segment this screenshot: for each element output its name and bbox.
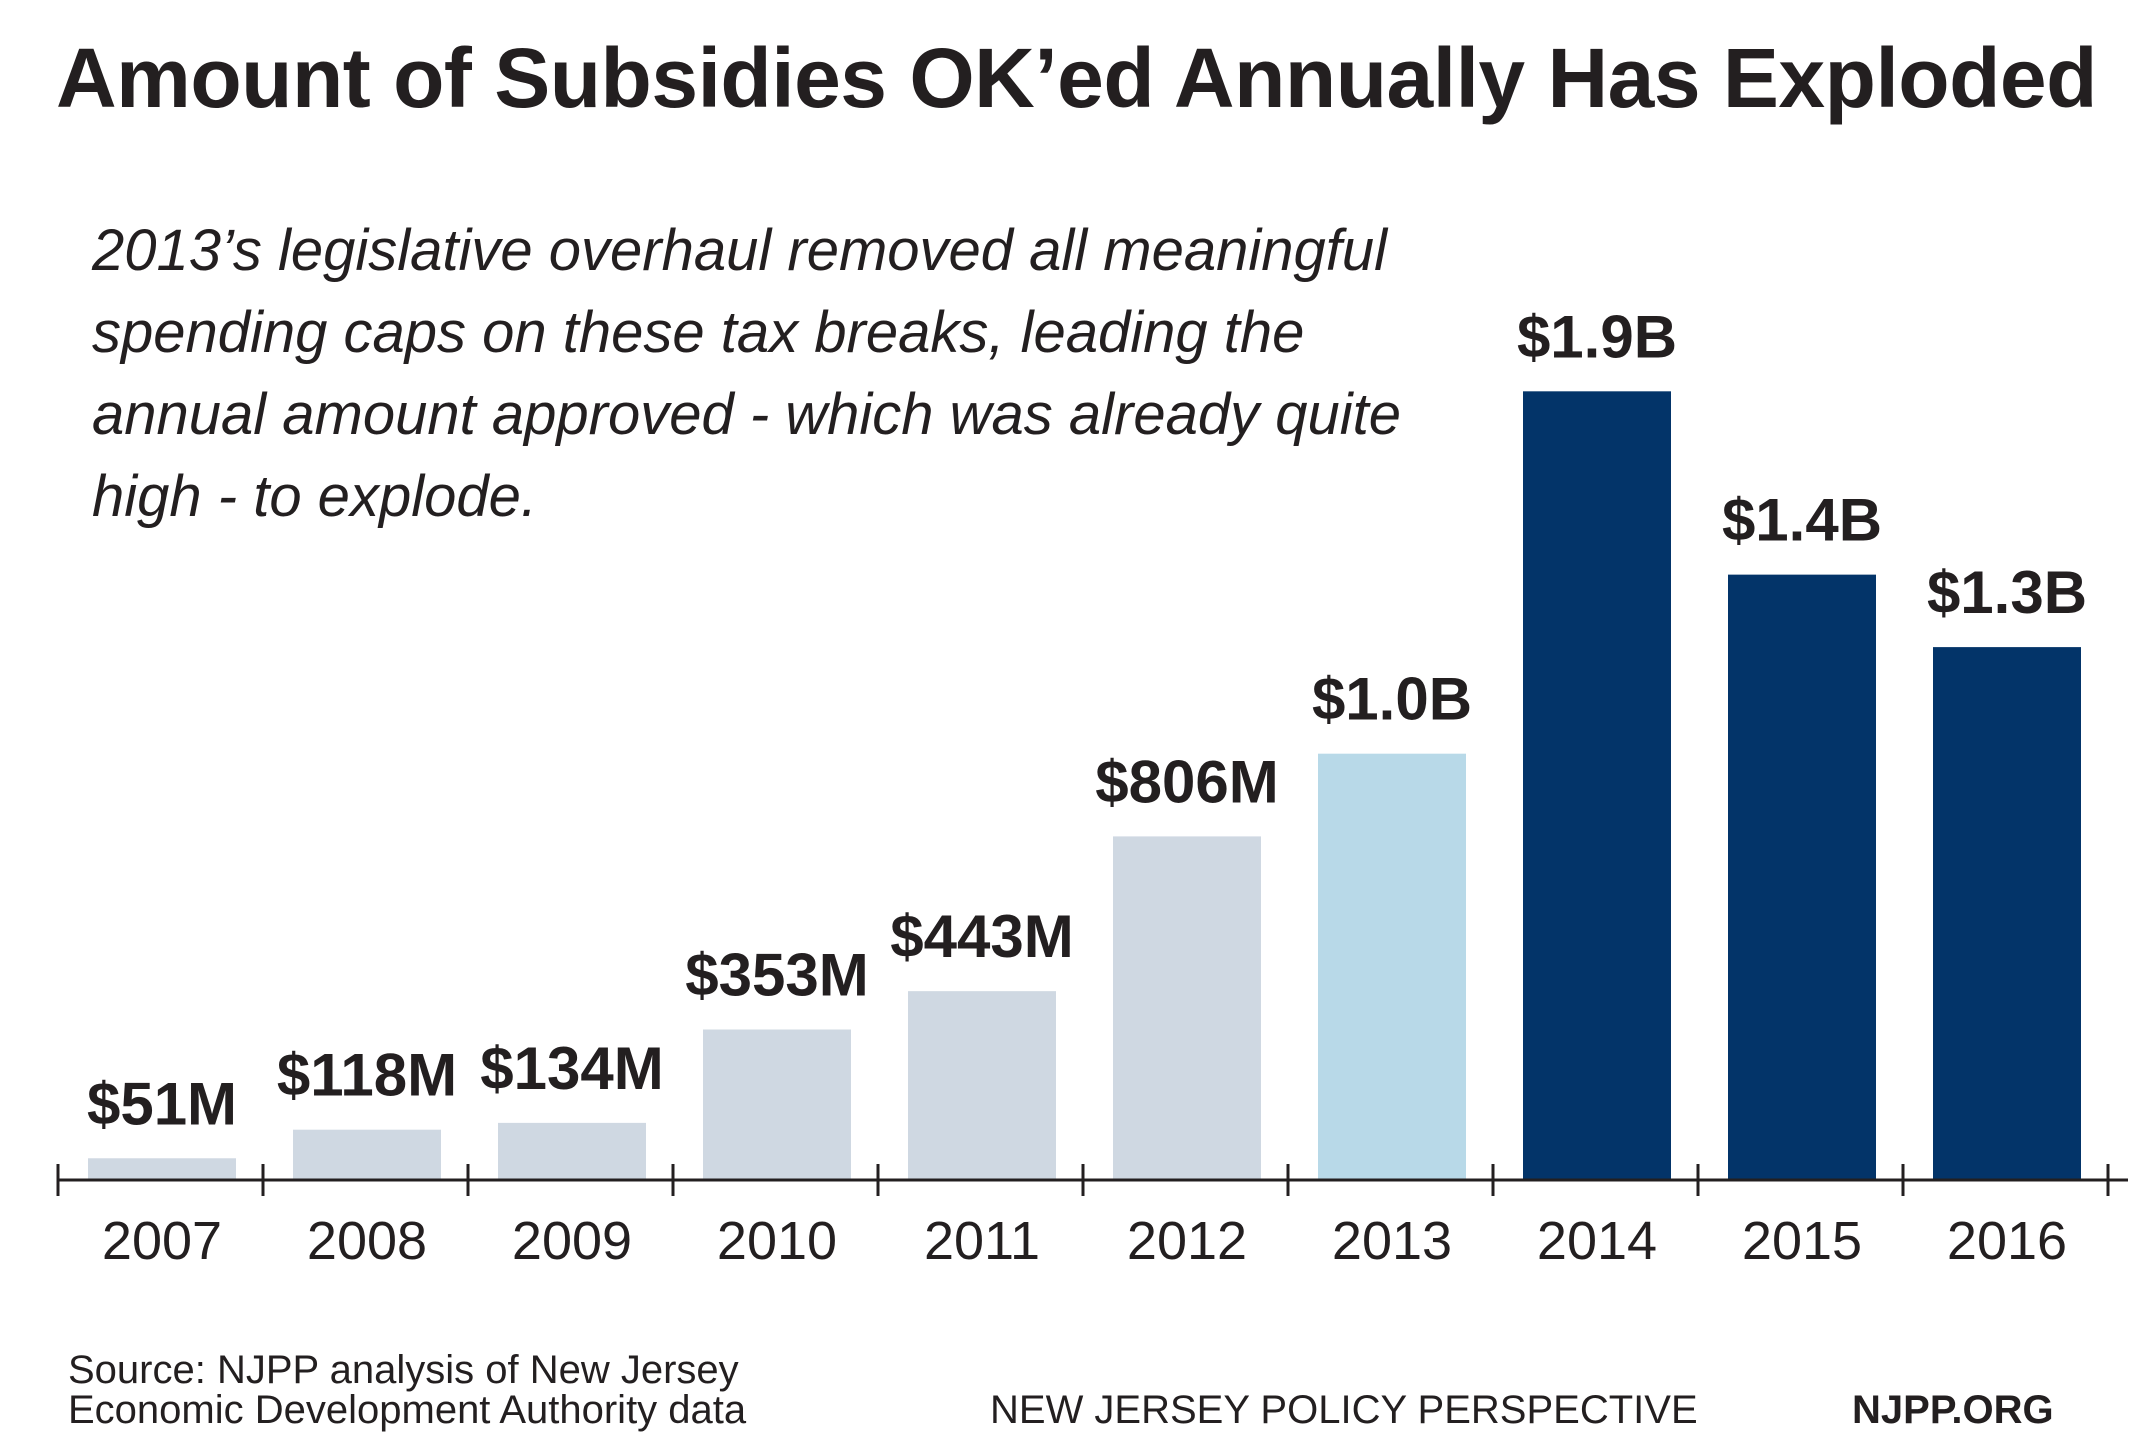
- value-labels-group: $51M $118M $134M $353M $443M $806M $1.0B $1.9B $…: [87, 303, 2087, 1137]
- bar-2010: [703, 1029, 851, 1180]
- bar-2015: [1728, 574, 1876, 1180]
- tick-label-2016: 2016: [1947, 1211, 2067, 1271]
- x-tick-labels-group: 2007 2008 2009 2010 2011 2012 2013 2014 2015 2016: [102, 1211, 2067, 1271]
- tick-label-2007: 2007: [102, 1211, 222, 1271]
- website-link[interactable]: NJPP.ORG: [1852, 1388, 2054, 1432]
- bar-2016: [1933, 647, 2081, 1180]
- bar-2009: [498, 1122, 646, 1180]
- tick-label-2009: 2009: [512, 1211, 632, 1271]
- bar-2011: [908, 991, 1056, 1180]
- tick-label-2012: 2012: [1127, 1211, 1247, 1271]
- chart-annotation: 2013’s legislative overhaul removed all …: [92, 218, 1402, 529]
- tick-label-2015: 2015: [1742, 1211, 1862, 1271]
- value-label-2010: $353M: [685, 942, 868, 1009]
- value-label-2012: $806M: [1095, 748, 1278, 815]
- organization-name: NEW JERSEY POLICY PERSPECTIVE: [990, 1388, 1698, 1432]
- bar-2008: [293, 1129, 441, 1180]
- tick-label-2008: 2008: [307, 1211, 427, 1271]
- tick-label-2011: 2011: [924, 1211, 1040, 1271]
- value-label-2009: $134M: [480, 1035, 663, 1102]
- source-line-2: Economic Development Authority data: [68, 1388, 747, 1432]
- tick-label-2014: 2014: [1537, 1211, 1657, 1271]
- bar-chart: $51M $118M $134M $353M $443M $806M $1.0B $1.9B $…: [56, 303, 2128, 1271]
- value-label-2015: $1.4B: [1722, 487, 1882, 554]
- source-note: Source: NJPP analysis of New Jersey Econ…: [68, 1350, 968, 1430]
- value-label-2014: $1.9B: [1517, 303, 1677, 370]
- bar-2012: [1113, 836, 1261, 1180]
- tick-label-2013: 2013: [1332, 1211, 1452, 1271]
- value-label-2007: $51M: [87, 1070, 237, 1137]
- value-label-2016: $1.3B: [1927, 559, 2087, 626]
- source-line-1: Source: NJPP analysis of New Jersey: [68, 1348, 739, 1392]
- value-label-2011: $443M: [890, 903, 1073, 970]
- chart-title: Amount of Subsidies OK’ed Annually Has E…: [56, 31, 2097, 125]
- tick-label-2010: 2010: [717, 1211, 837, 1271]
- value-label-2013: $1.0B: [1312, 666, 1472, 733]
- bar-2007: [88, 1158, 236, 1180]
- value-label-2008: $118M: [277, 1042, 457, 1109]
- bar-2013: [1318, 753, 1466, 1180]
- bar-2014: [1523, 391, 1671, 1180]
- bars-group: [88, 391, 2081, 1180]
- x-axis: [56, 1164, 2128, 1196]
